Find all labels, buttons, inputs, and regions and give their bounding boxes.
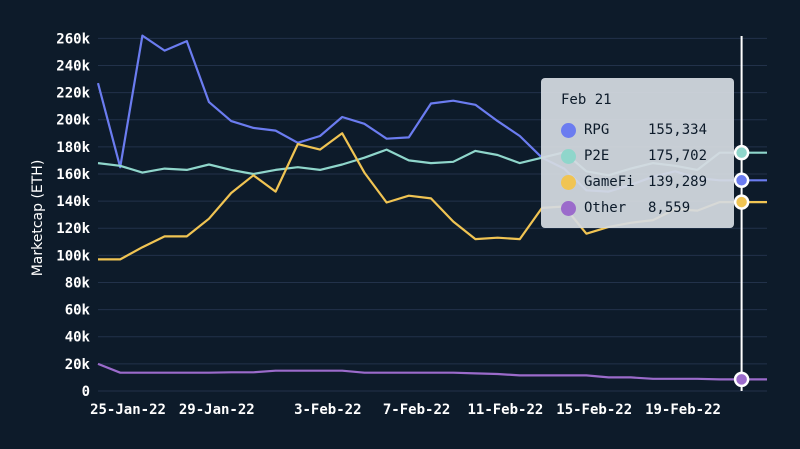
tooltip-row-other: Other 8,559 [561, 195, 714, 221]
y-tick-label: 180k [56, 140, 90, 156]
tooltip-series-value: 139,289 [648, 174, 708, 190]
y-tick-label: 240k [56, 58, 90, 74]
grid-lines [98, 37, 767, 392]
x-tick-label: 11-Feb-22 [467, 402, 543, 418]
x-tick-label: 25-Jan-22 [90, 402, 166, 418]
p2e-legend-dot-icon [561, 148, 576, 164]
tooltip: Feb 21 RPG 155,334 P2E 175,702 GameFi 13… [541, 78, 734, 228]
hover-markers [733, 144, 750, 388]
hover-marker-rpg [733, 172, 750, 189]
tooltip-series-name: GameFi [584, 174, 635, 190]
other-legend-dot-icon [561, 200, 576, 216]
hover-marker-gamefi [733, 194, 750, 210]
y-tick-label: 200k [56, 113, 90, 129]
y-tick-label: 80k [65, 275, 91, 291]
tooltip-series-value: 175,702 [648, 148, 708, 164]
y-tick-label: 60k [65, 303, 91, 319]
y-tick-label: 140k [56, 194, 90, 210]
y-tick-label: 40k [65, 330, 91, 346]
tooltip-series-value: 155,334 [648, 122, 708, 138]
tooltip-row-gamefi: GameFi 139,289 [561, 169, 714, 195]
x-tick-label: 19-Feb-22 [645, 402, 721, 418]
rpg-legend-dot-icon [561, 122, 576, 138]
tooltip-row-p2e: P2E 175,702 [561, 143, 714, 169]
x-tick-label: 29-Jan-22 [179, 402, 255, 418]
y-axis-title: Marketcap (ETH) [30, 160, 46, 277]
y-tick-label: 220k [56, 86, 90, 102]
y-tick-label: 20k [65, 357, 91, 373]
y-tick-label: 0 [82, 384, 90, 400]
gamefi-legend-dot-icon [561, 174, 576, 190]
x-tick-label: 15-Feb-22 [556, 402, 632, 418]
tooltip-series-value: 8,559 [648, 200, 691, 216]
tooltip-title: Feb 21 [561, 92, 612, 108]
y-tick-label: 160k [56, 167, 90, 183]
y-tick-label: 100k [56, 248, 90, 264]
y-axis-tick-labels: 0 20k 40k 60k 80k 100k 120k 140k 160k 180k 200k 220… [56, 31, 90, 400]
hover-marker-other [733, 371, 750, 388]
tooltip-series-name: Other [584, 200, 627, 216]
tooltip-row-rpg: RPG 155,334 [561, 117, 714, 143]
x-axis-tick-labels: 25-Jan-22 29-Jan-22 3-Feb-22 7-Feb-22 11-Feb… [90, 402, 721, 418]
x-tick-label: 7-Feb-22 [383, 402, 450, 418]
hover-marker-p2e [733, 144, 750, 161]
tooltip-series-name: P2E [584, 148, 610, 164]
series-line-other [97, 362, 767, 381]
y-tick-label: 120k [56, 221, 90, 237]
y-tick-label: 260k [56, 31, 90, 47]
x-tick-label: 3-Feb-22 [294, 402, 361, 418]
tooltip-series-name: RPG [584, 122, 610, 138]
